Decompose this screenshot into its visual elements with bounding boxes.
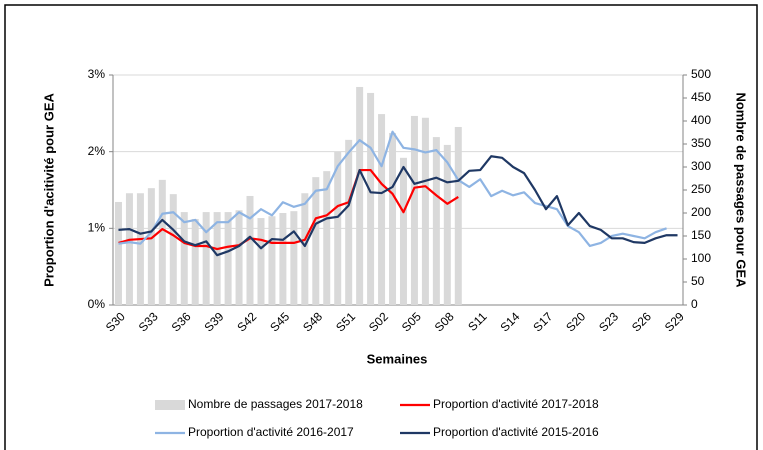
bar bbox=[202, 212, 210, 305]
y-tick-label: 2% bbox=[88, 144, 106, 158]
bar bbox=[268, 216, 276, 305]
x-tick-label: S42 bbox=[234, 309, 259, 334]
y2-axis-title: Nombre de passages pour GEA bbox=[734, 92, 749, 288]
bar bbox=[279, 213, 287, 305]
bar bbox=[421, 117, 429, 305]
x-tick-label: S36 bbox=[169, 309, 194, 334]
bar bbox=[323, 171, 331, 305]
x-tick-label: S48 bbox=[300, 309, 325, 334]
bar bbox=[246, 195, 254, 305]
y2-tick-label: 300 bbox=[691, 159, 711, 173]
line bbox=[118, 168, 459, 251]
y2-tick-label: 450 bbox=[691, 90, 711, 104]
bar bbox=[169, 194, 177, 305]
frame bbox=[4, 4, 758, 450]
y-axis-title: Proportion d'acitivité pour GEA bbox=[41, 93, 56, 287]
x-tick-label: S26 bbox=[629, 309, 654, 334]
bar bbox=[114, 201, 122, 305]
bar bbox=[301, 193, 309, 305]
bar bbox=[235, 210, 243, 305]
x-tick-label: S33 bbox=[136, 309, 161, 334]
x-tick-label: S45 bbox=[267, 309, 292, 334]
bar bbox=[136, 193, 144, 305]
bar bbox=[158, 179, 166, 305]
y2-tick-label: 150 bbox=[691, 228, 711, 242]
bar bbox=[443, 144, 451, 305]
x-tick-label: S02 bbox=[366, 309, 391, 334]
bar bbox=[290, 211, 298, 305]
x-tick-label: S11 bbox=[465, 309, 490, 334]
line bbox=[118, 155, 678, 257]
bar bbox=[257, 218, 265, 305]
y-tick-label: 0% bbox=[88, 297, 106, 311]
legend-label: Nombre de passages 2017-2018 bbox=[188, 397, 363, 411]
y-tick-label: 3% bbox=[88, 67, 106, 81]
x-axis-title: Semaines bbox=[367, 351, 428, 366]
bar bbox=[454, 126, 462, 305]
bar bbox=[432, 137, 440, 305]
x-tick-label: S08 bbox=[432, 309, 457, 334]
bar bbox=[378, 114, 386, 305]
bar bbox=[180, 212, 188, 305]
bar bbox=[389, 132, 397, 305]
bar bbox=[356, 86, 364, 306]
bar bbox=[334, 151, 342, 305]
x-tick-label: S51 bbox=[333, 309, 358, 334]
y2-tick-label: 200 bbox=[691, 205, 711, 219]
bar bbox=[367, 92, 375, 305]
y2-tick-label: 0 bbox=[691, 297, 698, 311]
bar bbox=[345, 139, 353, 305]
x-tick-label: S14 bbox=[497, 309, 522, 334]
x-tick-label: S05 bbox=[399, 309, 424, 334]
bar bbox=[191, 218, 199, 305]
y2-tick-label: 50 bbox=[691, 274, 705, 288]
bar bbox=[213, 212, 221, 305]
y2-tick-label: 350 bbox=[691, 136, 711, 150]
x-tick-label: S20 bbox=[563, 309, 588, 334]
legend-swatch bbox=[155, 400, 185, 410]
x-tick-label: S23 bbox=[596, 309, 621, 334]
x-tick-label: S30 bbox=[103, 309, 128, 334]
x-tick-label: S29 bbox=[662, 309, 687, 334]
bar bbox=[224, 212, 232, 305]
line bbox=[118, 130, 667, 248]
y-tick-label: 1% bbox=[88, 221, 106, 235]
bar bbox=[147, 188, 155, 305]
x-tick-label: S39 bbox=[201, 309, 226, 334]
bar bbox=[399, 157, 407, 305]
bar bbox=[125, 193, 133, 305]
y2-tick-label: 250 bbox=[691, 182, 711, 196]
y2-tick-label: 100 bbox=[691, 251, 711, 265]
bar bbox=[410, 115, 418, 305]
y2-tick-label: 500 bbox=[691, 67, 711, 81]
y2-tick-label: 400 bbox=[691, 113, 711, 127]
legend-label: Proportion d'activité 2015-2016 bbox=[433, 425, 599, 439]
legend-label: Proportion d'activité 2016-2017 bbox=[188, 425, 354, 439]
legend-label: Proportion d'activité 2017-2018 bbox=[433, 397, 599, 411]
bar bbox=[312, 177, 320, 305]
x-tick-label: S17 bbox=[530, 309, 555, 334]
